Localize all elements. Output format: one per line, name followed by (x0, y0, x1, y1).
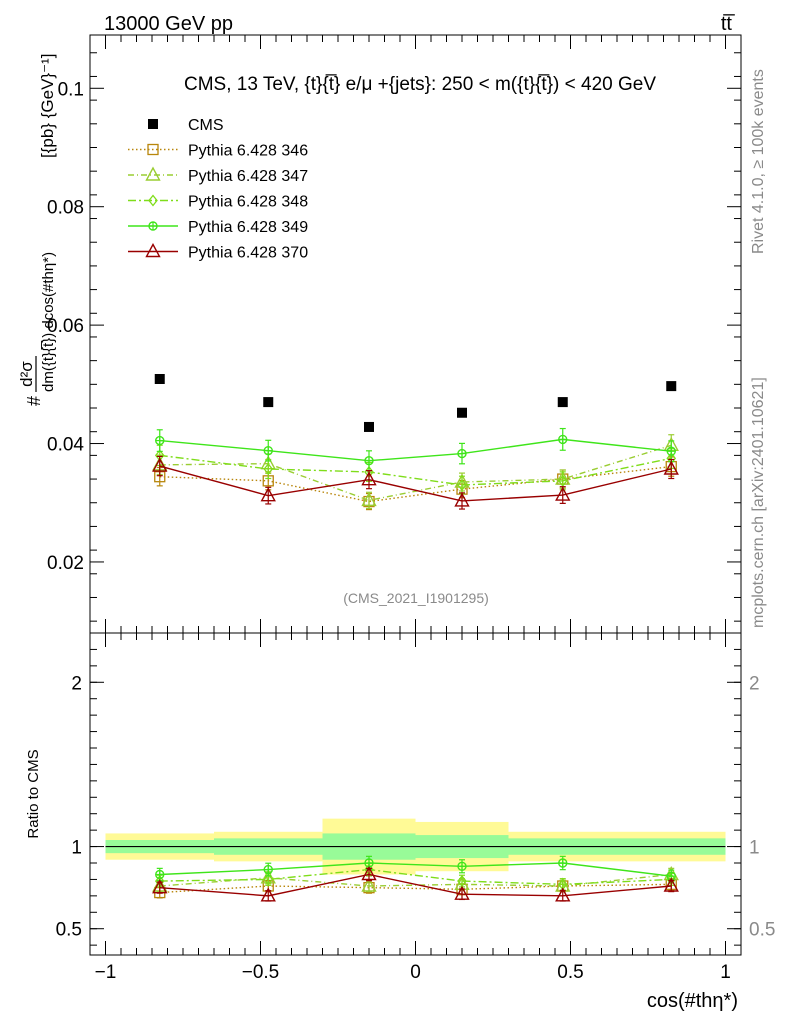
ratio-panel-frame (89, 632, 742, 956)
series-line-p349 (159, 438, 672, 462)
x-tick-label: −0.5 (242, 962, 280, 983)
legend-marker-p346 (147, 143, 159, 156)
ratio-y-tick-label-right: 0.5 (749, 920, 775, 941)
point-p370 (361, 866, 377, 881)
mcplots-source-text: mcplots.cern.ch [arXiv:2401.10621] (750, 377, 767, 628)
point-p348 (263, 873, 274, 886)
series-line-p349 (159, 862, 672, 877)
legend-entry-p347: Pythia 6.428 347 (128, 166, 308, 185)
legend-marker-p347 (145, 166, 161, 181)
header-left-text: 13000 GeV pp (104, 13, 233, 35)
x-tick-label: −1 (95, 962, 117, 983)
main-y-tick-label: 0.02 (47, 553, 84, 574)
point-cms (154, 373, 165, 384)
ratio-uncertainty-bands (105, 818, 726, 875)
legend-label-p349: Pythia 6.428 349 (188, 219, 308, 236)
legend-label-p347: Pythia 6.428 347 (188, 168, 308, 185)
y-label-numerator: d²σ (17, 361, 36, 387)
point-p370 (454, 885, 470, 900)
analysis-watermark: (CMS_2021_I1901295) (343, 590, 489, 606)
ratio-y-tick-label-right: 1 (749, 838, 760, 859)
point-cms (364, 421, 374, 432)
point-p347 (361, 491, 377, 507)
series-line-p370 (159, 465, 672, 502)
series-p370 (152, 866, 679, 902)
point-p348 (557, 474, 568, 487)
point-p370 (260, 487, 276, 502)
series-p347 (152, 434, 679, 510)
main-y-tick-label: 0.06 (47, 316, 84, 337)
axis-ticks: 0.02 0.04 0.06 0.08 0.1 0.5 0.5 1 1 2 2 −1 −0.5 0 0.5 1 (47, 35, 775, 983)
main-y-tick-label: 0.04 (47, 435, 84, 456)
series-line-p370 (159, 873, 672, 897)
point-p370 (361, 471, 377, 486)
point-p370 (555, 486, 571, 501)
main-y-axis-label: # d²σ dm({t}{t̅}) dcos(#thη*) [{pb} {GeV… (17, 54, 57, 406)
legend-entry-cms: CMS (148, 117, 224, 134)
ratio-y-tick-label: 1 (71, 838, 82, 859)
legend-label-p346: Pythia 6.428 346 (188, 143, 308, 160)
legend-marker-cms (148, 119, 158, 129)
legend-label-cms: CMS (188, 117, 224, 134)
y-label-denominator: dm({t}{t̅}) dcos(#thη*) (40, 252, 57, 392)
series-p349 (155, 855, 676, 883)
series-p349 (155, 427, 676, 472)
legend-entry-p370: Pythia 6.428 370 (128, 243, 308, 262)
legend-marker-p370 (145, 243, 161, 258)
point-p348 (263, 462, 274, 476)
series-line-p347 (159, 444, 672, 502)
point-p370 (663, 877, 679, 892)
x-tick-label: 0.5 (557, 962, 583, 983)
series-line-p348 (159, 868, 672, 886)
plot-title: CMS, 13 TeV, {t}{t̅} e/μ +{jets}: 250 < … (184, 74, 656, 95)
point-p370 (152, 457, 168, 472)
legend-marker-p348 (148, 194, 158, 207)
y-label-units: [{pb} {GeV}⁻¹] (38, 54, 57, 158)
ratio-series-layer (152, 855, 679, 902)
ratio-y-tick-label: 2 (71, 673, 82, 694)
x-tick-label: 1 (720, 962, 731, 983)
series-line-p346 (159, 465, 672, 503)
point-p370 (152, 879, 168, 894)
legend-entry-p349: Pythia 6.428 349 (128, 219, 308, 236)
point-cms (457, 407, 467, 418)
series-cms (154, 373, 677, 432)
point-p370 (454, 492, 470, 507)
legend: CMS Pythia 6.428 346 Pythia 6.428 347 Pythi… (128, 117, 308, 262)
x-tick-label: 0 (410, 962, 421, 983)
point-p347 (361, 877, 377, 892)
point-cms (557, 397, 568, 408)
legend-label-p348: Pythia 6.428 348 (188, 194, 308, 211)
x-axis-label: cos(#thη*) (647, 990, 738, 1012)
point-p370 (555, 887, 571, 902)
point-p348 (457, 478, 467, 492)
series-p370 (152, 455, 679, 510)
header-right-text: tt̅ (721, 13, 735, 35)
legend-entry-p348: Pythia 6.428 348 (128, 194, 308, 211)
series-line-p348 (159, 454, 672, 486)
rivet-version-text: Rivet 4.1.0, ≥ 100k events (750, 69, 767, 254)
legend-label-p370: Pythia 6.428 370 (188, 245, 308, 262)
point-cms (263, 397, 274, 408)
y-label-hash: # (24, 396, 44, 406)
point-p370 (663, 460, 679, 475)
main-y-tick-label: 0.1 (58, 79, 84, 100)
legend-entry-p346: Pythia 6.428 346 (128, 143, 308, 160)
series-line-p346 (159, 883, 672, 894)
ratio-y-axis-label: Ratio to CMS (25, 749, 42, 838)
series-p346 (154, 878, 677, 899)
ratio-y-tick-label: 0.5 (56, 920, 82, 941)
point-cms (666, 381, 677, 392)
point-p370 (260, 887, 276, 902)
main-series-layer (152, 373, 679, 511)
ratio-y-tick-label-right: 2 (749, 673, 760, 694)
main-y-tick-label: 0.08 (47, 198, 84, 219)
series-p346 (154, 456, 677, 511)
